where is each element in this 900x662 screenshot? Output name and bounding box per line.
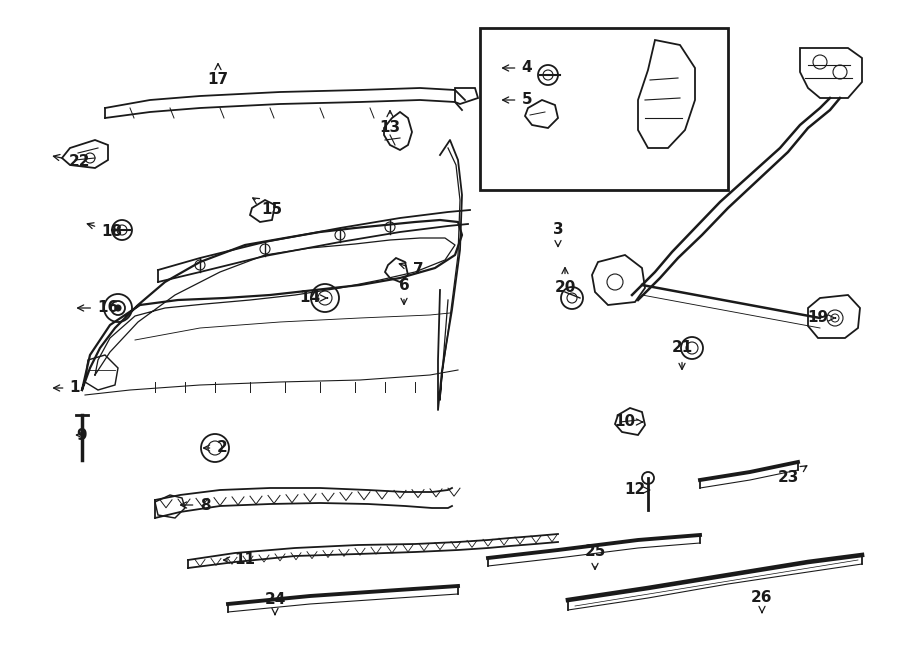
Text: 17: 17 xyxy=(207,64,229,87)
Text: 21: 21 xyxy=(671,340,693,369)
Text: 7: 7 xyxy=(400,263,423,277)
Text: 5: 5 xyxy=(502,93,532,107)
Text: 3: 3 xyxy=(553,222,563,247)
Text: 15: 15 xyxy=(253,198,283,218)
Text: 1: 1 xyxy=(54,381,80,395)
Bar xyxy=(480,28,728,190)
Text: 11: 11 xyxy=(223,553,256,567)
Text: 8: 8 xyxy=(181,498,211,512)
Text: 26: 26 xyxy=(752,591,773,613)
Text: 24: 24 xyxy=(265,592,285,615)
Text: 25: 25 xyxy=(584,545,606,569)
Text: 23: 23 xyxy=(778,466,806,485)
Text: 4: 4 xyxy=(502,60,532,75)
Text: 12: 12 xyxy=(625,483,650,498)
Text: 19: 19 xyxy=(807,310,835,326)
Text: 10: 10 xyxy=(615,414,643,430)
Text: 20: 20 xyxy=(554,267,576,295)
Text: 14: 14 xyxy=(300,291,328,305)
Text: 2: 2 xyxy=(203,440,228,455)
Text: 9: 9 xyxy=(76,428,87,442)
Text: 13: 13 xyxy=(380,111,400,136)
Text: 16: 16 xyxy=(77,301,119,316)
Text: 6: 6 xyxy=(399,277,410,305)
Circle shape xyxy=(115,305,121,311)
Text: 22: 22 xyxy=(53,154,91,169)
Text: 18: 18 xyxy=(87,223,122,240)
